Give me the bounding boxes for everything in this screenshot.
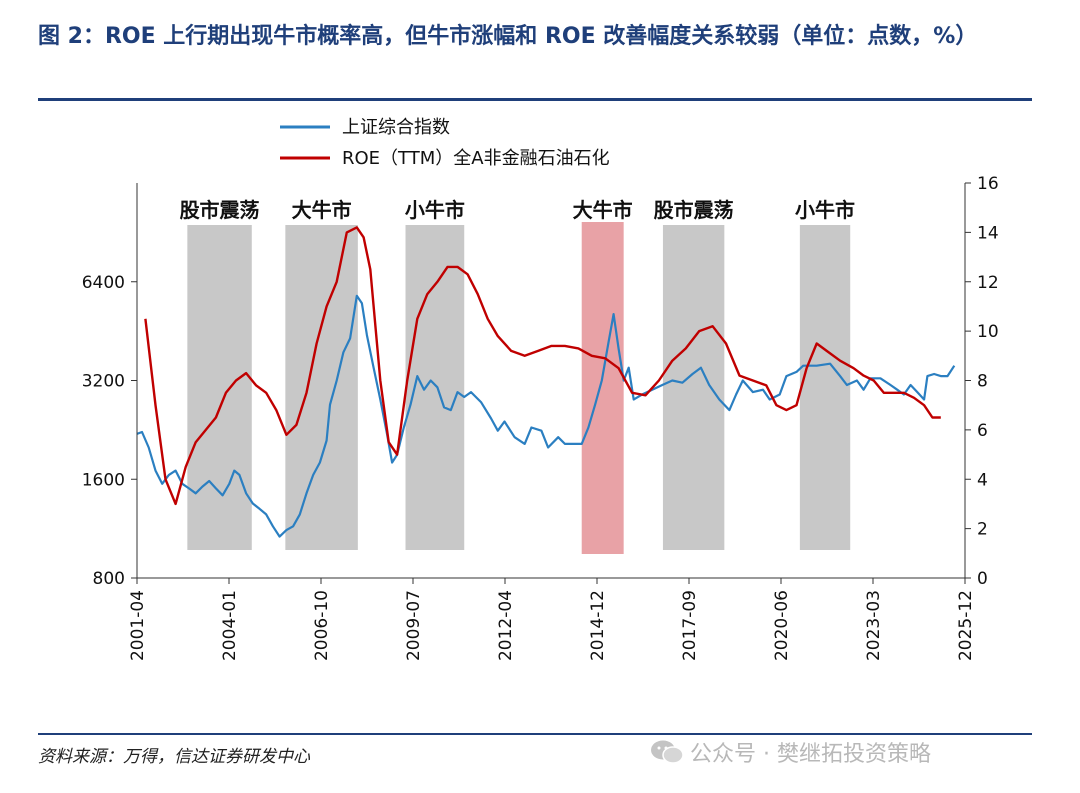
legend-label-index: 上证综合指数 bbox=[342, 117, 450, 138]
regime-band-1 bbox=[285, 225, 358, 550]
regime-label-1: 大牛市 bbox=[292, 198, 352, 222]
y-right-tick-label-8: 16 bbox=[977, 174, 999, 194]
source-note: 资料来源：万得，信达证券研发中心 bbox=[38, 747, 310, 767]
regime-label-2: 小牛市 bbox=[405, 198, 465, 222]
x-tick-label-7: 2020-06 bbox=[772, 590, 792, 661]
y-right-tick-label-1: 2 bbox=[977, 520, 988, 540]
y-left-tick-label-2: 3200 bbox=[82, 372, 125, 392]
x-tick-label-5: 2014-12 bbox=[588, 590, 608, 661]
x-tick-label-6: 2017-09 bbox=[680, 590, 700, 661]
x-tick-label-9: 2025-12 bbox=[956, 590, 976, 661]
watermark-text: 公众号 · 樊继拓投资策略 bbox=[690, 742, 931, 767]
source-rule bbox=[38, 733, 1032, 735]
y-right-tick-label-7: 14 bbox=[977, 223, 999, 243]
y-right-tick-label-3: 6 bbox=[977, 421, 988, 441]
x-tick-label-0: 2001-04 bbox=[128, 590, 148, 661]
x-tick-label-4: 2012-04 bbox=[496, 590, 516, 661]
series-line-roe bbox=[144, 226, 941, 506]
y-right-tick-label-6: 12 bbox=[977, 273, 999, 293]
regime-label-0: 股市震荡 bbox=[180, 198, 260, 222]
x-tick-label-3: 2009-07 bbox=[404, 590, 424, 661]
regime-label-3: 大牛市 bbox=[573, 198, 633, 222]
figure-title: 图 2：ROE 上行期出现牛市概率高，但牛市涨幅和 ROE 改善幅度关系较弱（单… bbox=[38, 24, 978, 49]
x-tick-label-1: 2004-01 bbox=[220, 590, 240, 661]
regime-band-3 bbox=[581, 222, 624, 554]
y-right-tick-label-4: 8 bbox=[977, 372, 988, 392]
legend-label-roe: ROE（TTM）全A非金融石油石化 bbox=[342, 148, 610, 169]
regime-band-4 bbox=[662, 225, 725, 550]
y-right-tick-label-5: 10 bbox=[977, 322, 999, 342]
y-right-tick-label-2: 4 bbox=[977, 470, 988, 490]
title-rule bbox=[38, 98, 1032, 101]
regime-band-0 bbox=[187, 225, 252, 550]
wechat-icon bbox=[651, 740, 684, 764]
y-left-tick-label-3: 6400 bbox=[82, 273, 125, 293]
x-tick-label-2: 2006-10 bbox=[312, 590, 332, 661]
regime-band-5 bbox=[799, 225, 851, 550]
regime-label-5: 小牛市 bbox=[795, 198, 855, 222]
y-left-tick-label-1: 1600 bbox=[82, 470, 125, 490]
regime-label-4: 股市震荡 bbox=[654, 198, 734, 222]
x-tick-label-8: 2023-03 bbox=[864, 590, 884, 661]
y-right-tick-label-0: 0 bbox=[977, 569, 988, 589]
chart: 股市震荡 大牛市 小牛市 大牛市 股市震荡 小牛市 8001600320064000246… bbox=[82, 117, 999, 661]
watermark: 公众号 · 樊继拓投资策略 bbox=[650, 736, 931, 768]
y-left-tick-label-0: 800 bbox=[93, 569, 125, 589]
